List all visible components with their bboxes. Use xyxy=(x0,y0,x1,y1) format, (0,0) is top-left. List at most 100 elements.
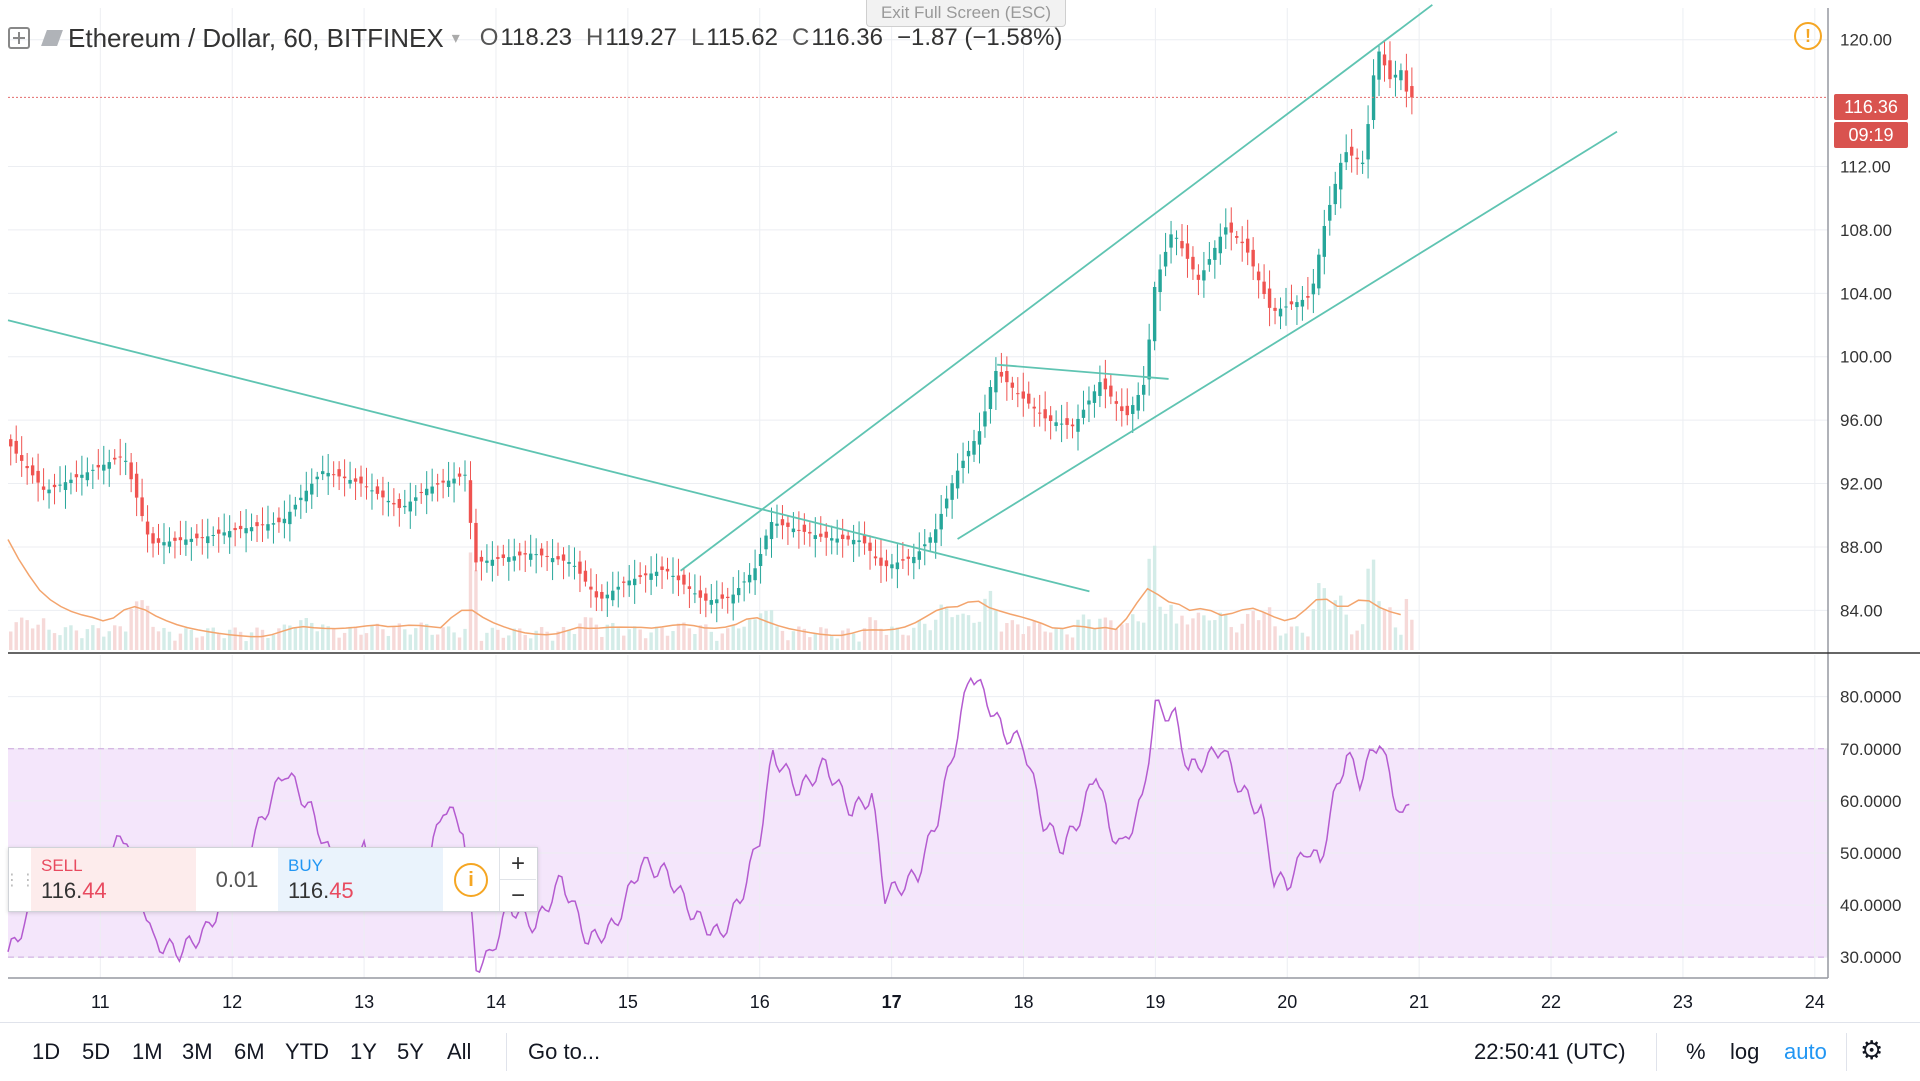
range-6m-button[interactable]: 6M xyxy=(234,1039,265,1064)
volume-bar xyxy=(63,627,68,650)
volume-bar xyxy=(561,626,566,650)
candle-body xyxy=(955,470,960,489)
range-3m-button[interactable]: 3M xyxy=(182,1039,213,1064)
candle-body xyxy=(654,571,659,576)
candle-body xyxy=(775,523,779,526)
sell-button[interactable]: SELL 116.44 xyxy=(31,848,196,911)
volume-bar xyxy=(1180,615,1184,650)
candle-body xyxy=(96,464,101,468)
candle-body xyxy=(797,529,801,531)
chevron-down-icon[interactable]: ▾ xyxy=(451,30,460,47)
volume-bar xyxy=(977,621,982,650)
auto-toggle[interactable]: auto xyxy=(1784,1039,1827,1064)
chart-canvas[interactable]: 11 12 13 14 15 16 17 18 19 20 21 22 23 24 120.00 112.00… xyxy=(0,0,1920,1022)
range-1d-button[interactable]: 1D xyxy=(32,1039,61,1064)
volume-bar xyxy=(1360,624,1365,650)
candle-body xyxy=(315,476,319,480)
volume-bar xyxy=(528,638,533,650)
volume-bar xyxy=(835,638,839,650)
candle-body xyxy=(353,478,358,482)
warning-icon[interactable]: ! xyxy=(1794,22,1822,50)
candle-body xyxy=(321,471,325,475)
volume-bar xyxy=(720,633,724,650)
volume-bar xyxy=(1076,619,1080,650)
percent-toggle[interactable]: % xyxy=(1686,1039,1706,1064)
candle-body xyxy=(884,560,889,567)
candle-body xyxy=(1169,234,1173,248)
volume-bar xyxy=(676,623,681,650)
candle-body xyxy=(1005,371,1009,383)
buy-button[interactable]: BUY 116.45 xyxy=(278,848,443,911)
goto-button[interactable]: Go to... xyxy=(528,1039,601,1064)
volume-bar xyxy=(173,640,177,650)
volume-bar xyxy=(123,631,128,650)
gear-icon[interactable]: ⚙ xyxy=(1860,1035,1884,1065)
range-1m-button[interactable]: 1M xyxy=(132,1039,163,1064)
candle-body xyxy=(999,371,1004,377)
candle-body xyxy=(518,551,522,556)
range-5y-button[interactable]: 5Y xyxy=(397,1039,424,1064)
drag-handle[interactable]: ⋮⋮ xyxy=(4,871,36,889)
exit-fullscreen-button[interactable]: Exit Full Screen (ESC) xyxy=(866,0,1066,27)
volume-bar xyxy=(1141,622,1146,650)
price-tick-label: 104.00 xyxy=(1840,284,1892,303)
candle-body xyxy=(63,482,68,490)
log-toggle[interactable]: log xyxy=(1730,1039,1760,1064)
minus-button[interactable]: − xyxy=(500,879,536,911)
volume-bar xyxy=(1070,637,1075,650)
range-ytd-button[interactable]: YTD xyxy=(285,1039,329,1064)
candle-body xyxy=(1185,243,1190,259)
volume-bar xyxy=(1010,620,1015,650)
volume-bar xyxy=(321,624,325,650)
candle-body xyxy=(611,590,615,601)
x-tick-label: 22 xyxy=(1541,992,1561,1012)
volume-bar xyxy=(1048,632,1053,650)
candle-body xyxy=(381,490,385,498)
candle-body xyxy=(386,500,391,503)
expand-icon[interactable] xyxy=(8,27,30,49)
volume-bar xyxy=(468,552,473,650)
plus-button[interactable]: + xyxy=(510,849,525,877)
range-all-button[interactable]: All xyxy=(447,1039,472,1064)
volume-bar xyxy=(1059,627,1064,650)
volume-bar xyxy=(873,620,878,650)
volume-bar xyxy=(1174,623,1179,650)
range-5d-button[interactable]: 5D xyxy=(82,1039,111,1064)
candle-body xyxy=(342,476,347,479)
utc-clock[interactable]: 22:50:41 (UTC) xyxy=(1474,1039,1626,1064)
candle-body xyxy=(868,542,872,551)
candle-body xyxy=(299,497,303,501)
candle-body xyxy=(211,535,215,537)
volume-bar xyxy=(742,626,746,650)
symbol-title[interactable]: Ethereum / Dollar, 60, BITFINEX xyxy=(68,22,444,53)
volume-bar xyxy=(966,615,971,650)
candle-body xyxy=(217,529,221,534)
volume-bar xyxy=(583,617,588,650)
candle-body xyxy=(167,541,172,547)
candle-body xyxy=(474,522,478,563)
info-icon[interactable]: i xyxy=(443,848,499,911)
candle-body xyxy=(326,472,330,477)
volume-bar xyxy=(310,622,314,650)
volume-bar xyxy=(419,622,423,650)
candle-body xyxy=(408,501,412,512)
volume-bar xyxy=(195,637,199,650)
candle-body xyxy=(233,528,237,531)
volume-bar xyxy=(200,636,204,650)
candle-body xyxy=(1076,418,1080,432)
volume-bar xyxy=(1043,631,1047,650)
candle-body xyxy=(490,559,495,566)
candle-body xyxy=(397,499,402,508)
rsi-tick-label: 40.0000 xyxy=(1840,896,1901,915)
candle-body xyxy=(414,497,418,501)
candle-body xyxy=(1032,406,1036,409)
candle-body xyxy=(616,586,620,590)
volume-bar xyxy=(709,631,714,650)
candle-body xyxy=(961,460,965,469)
range-1y-button[interactable]: 1Y xyxy=(350,1039,377,1064)
candle-body xyxy=(1229,222,1233,233)
candle-body xyxy=(123,460,128,462)
candle-body xyxy=(107,462,111,469)
volume-bar xyxy=(1054,627,1058,650)
candle-body xyxy=(41,486,46,490)
